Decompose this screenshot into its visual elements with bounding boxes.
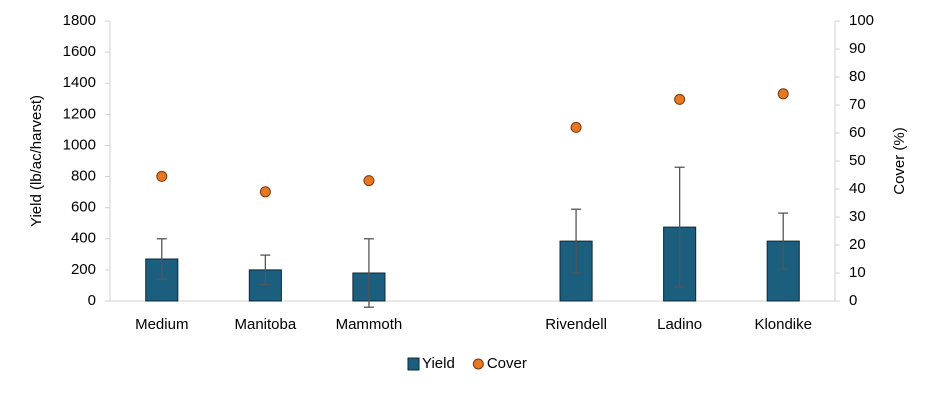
y-tick-label: 600 bbox=[71, 199, 96, 216]
x-tick-label: Manitoba bbox=[234, 316, 296, 333]
y-tick-label: 1200 bbox=[63, 105, 96, 122]
error-bar bbox=[674, 166, 685, 288]
y2-tick-label: 80 bbox=[849, 68, 866, 85]
y-tick-label: 0 bbox=[88, 292, 96, 309]
y2-axis-title: Cover (%) bbox=[891, 127, 908, 195]
y2-tick-label: 20 bbox=[849, 236, 866, 253]
x-tick-label: Ladino bbox=[657, 316, 702, 333]
point bbox=[777, 88, 789, 100]
y2-tick-label: 90 bbox=[849, 40, 866, 57]
x-tick-label: Mammoth bbox=[336, 316, 403, 333]
legend-swatch bbox=[407, 357, 420, 371]
point bbox=[259, 186, 271, 198]
point bbox=[674, 93, 686, 105]
error-bar bbox=[260, 254, 271, 286]
y-axis-title: Yield (lb/ac/harvest) bbox=[28, 95, 45, 227]
error-bar bbox=[363, 238, 374, 308]
point bbox=[156, 170, 168, 182]
y-tick-label: 1800 bbox=[63, 12, 96, 29]
y-tick-label: 800 bbox=[71, 168, 96, 185]
y-tick-label: 1600 bbox=[63, 43, 96, 60]
y2-tick-label: 30 bbox=[849, 208, 866, 225]
x-tick-label: Medium bbox=[135, 316, 188, 333]
y-tick-label: 200 bbox=[71, 261, 96, 278]
y2-tick-label: 50 bbox=[849, 152, 866, 169]
x-tick-label: Rivendell bbox=[545, 316, 607, 333]
y2-tick-label: 100 bbox=[849, 12, 874, 29]
y-tick-label: 1400 bbox=[63, 74, 96, 91]
legend-label: Cover bbox=[487, 355, 527, 372]
error-bar bbox=[778, 212, 789, 270]
error-bar bbox=[156, 238, 167, 280]
error-bar bbox=[571, 208, 582, 274]
y-tick-label: 400 bbox=[71, 230, 96, 247]
legend-swatch bbox=[472, 358, 484, 370]
y2-tick-label: 10 bbox=[849, 264, 866, 281]
y2-tick-label: 40 bbox=[849, 180, 866, 197]
y2-tick-label: 70 bbox=[849, 96, 866, 113]
y2-tick-label: 0 bbox=[849, 292, 857, 309]
legend-label: Yield bbox=[422, 355, 455, 372]
point bbox=[570, 121, 582, 133]
y-tick-label: 1000 bbox=[63, 136, 96, 153]
x-tick-label: Klondike bbox=[754, 316, 812, 333]
point bbox=[363, 175, 375, 187]
y2-tick-label: 60 bbox=[849, 124, 866, 141]
